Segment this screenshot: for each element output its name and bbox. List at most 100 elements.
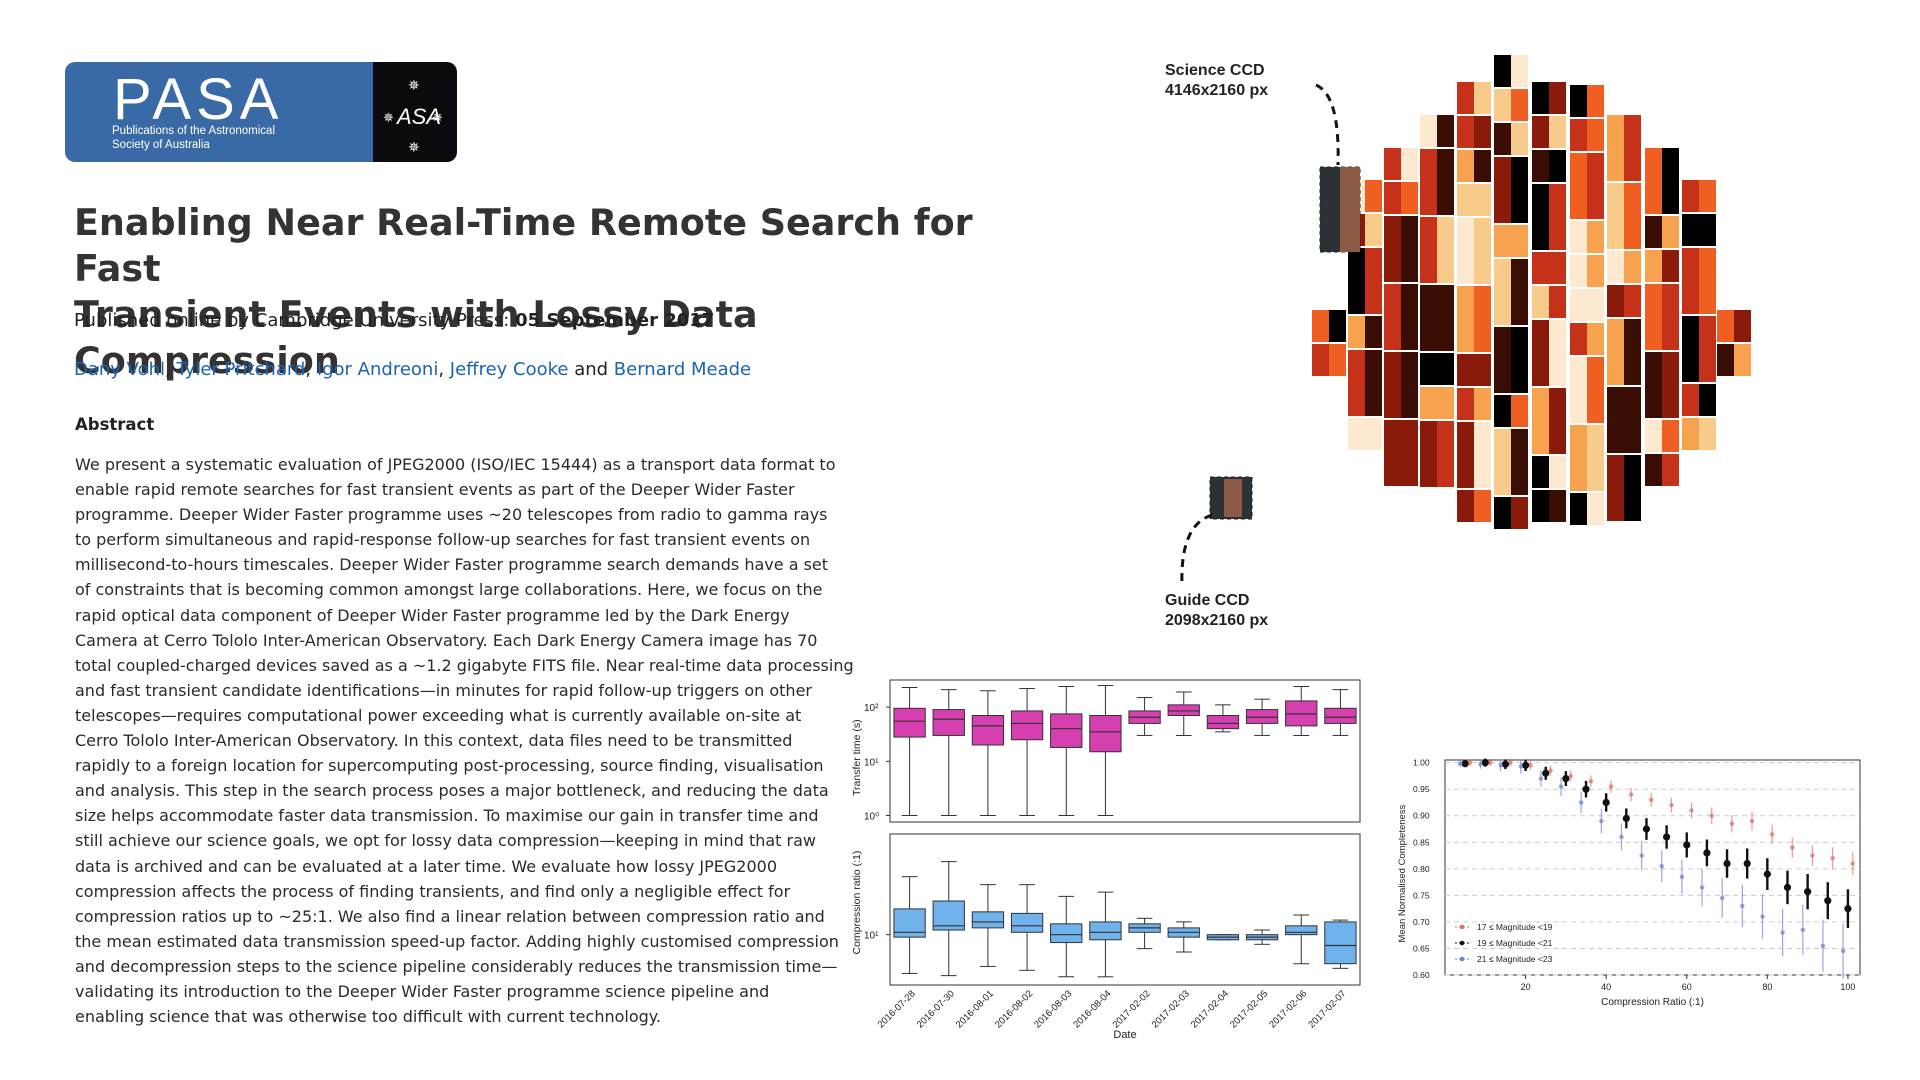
data-point <box>1578 800 1584 805</box>
ccd-half <box>1494 429 1511 495</box>
decam-ccd-layout-figure: Science CCD 4146x2160 px Guide CCD 2098x216… <box>1165 55 1751 629</box>
ccd-half <box>1420 421 1437 487</box>
abstract-line: telescopes—requires computational power … <box>75 705 802 725</box>
data-point <box>1562 774 1570 783</box>
abstract-line: size helps accommodate faster data trans… <box>75 806 819 826</box>
ccd-half <box>1457 116 1474 148</box>
ccd-half <box>1662 250 1679 282</box>
ccd-half <box>1570 255 1587 287</box>
data-point <box>1649 797 1654 803</box>
ccd-half <box>1365 248 1382 314</box>
ccd-half <box>1549 150 1566 182</box>
y-tick-label: 10⁰ <box>864 811 879 822</box>
legend-label: 17 ≤ Magnitude <19 <box>1477 922 1553 932</box>
ccd-half <box>1624 319 1641 385</box>
data-point <box>1810 853 1815 858</box>
logo-subtitle-line1: Publications of the Astronomical <box>112 125 276 137</box>
ccd-half <box>1624 115 1641 181</box>
ccd-half <box>1384 216 1401 282</box>
data-point <box>1528 763 1533 768</box>
ccd-half <box>1587 357 1604 423</box>
svg-text:✵: ✵ <box>383 110 394 125</box>
ccd-half <box>1570 153 1587 219</box>
ccd-half <box>1511 225 1528 257</box>
abstract-line: validating its introduction to the Deepe… <box>75 981 770 1001</box>
ccd-half <box>1734 344 1751 376</box>
author-list: Dany Vohl, Tyler Pritchard, Igor Andreon… <box>74 359 751 380</box>
ccd-half <box>1457 286 1474 352</box>
author-separator: , <box>165 359 177 380</box>
abstract-line: total coupled-charged devices saved as a… <box>75 655 854 675</box>
data-point <box>1703 849 1711 857</box>
abstract-line: of constraints that is becoming common a… <box>75 580 823 600</box>
author-link[interactable]: Tyler Pritchard <box>176 359 306 380</box>
data-point <box>1699 885 1705 890</box>
box <box>1089 921 1122 941</box>
ccd-half <box>1365 350 1382 416</box>
ccd-half <box>1384 182 1401 214</box>
logo-text-panel: PASA Publications of the Astronomical So… <box>65 62 373 162</box>
ccd-half <box>1570 357 1587 423</box>
ccd-half <box>1511 327 1528 393</box>
ccd-half <box>1549 82 1566 114</box>
ccd-half <box>1607 455 1624 521</box>
data-point <box>1850 861 1855 866</box>
ccd-half <box>1474 490 1491 522</box>
published-date: 05 September 2017 <box>515 310 715 331</box>
paper-title-line1: Enabling Near Real-Time Remote Search fo… <box>74 201 973 290</box>
paper-title-line2: Transient Events with Lossy Data Compres… <box>74 293 758 382</box>
ccd-half <box>1682 180 1699 212</box>
ccd-half <box>1607 183 1624 249</box>
data-point <box>1461 760 1469 768</box>
ccd-half <box>1699 248 1716 314</box>
ccd-half <box>1401 420 1418 486</box>
ccd-half <box>1437 285 1454 351</box>
ccd-half <box>1532 456 1549 488</box>
x-tick-label: 2017-02-06 <box>1267 988 1309 1030</box>
x-tick-label: 20 <box>1521 982 1531 992</box>
ccd-half <box>1474 150 1491 182</box>
ccd-half <box>1474 184 1491 216</box>
box <box>1285 925 1318 936</box>
box <box>1050 923 1083 944</box>
data-point <box>1729 821 1735 826</box>
box <box>1010 912 1044 933</box>
ccd-half <box>1549 184 1566 250</box>
ccd-half <box>1494 123 1511 155</box>
ccd-half <box>1607 387 1624 453</box>
ccd-half <box>1607 115 1624 181</box>
completeness-vs-compression-chart: 0.60 0.65 0.70 0.75 0.80 0.85 0.90 0.95 1.00 20 40… <box>1397 758 1861 1008</box>
data-point <box>1740 903 1745 909</box>
box <box>1324 707 1357 724</box>
abstract-line: to perform simultaneous and rapid-respon… <box>75 530 811 550</box>
ccd-half <box>1682 418 1699 450</box>
x-tick-label: 2016-08-03 <box>1032 988 1074 1030</box>
author-link[interactable]: Bernard Meade <box>613 359 752 380</box>
author-link[interactable]: Dany Vohl <box>74 359 166 380</box>
ccd-half <box>1570 85 1587 117</box>
ccd-half <box>1682 214 1699 246</box>
science-ccd-label: Science CCD <box>1165 62 1265 79</box>
ccd-half <box>1329 310 1346 342</box>
data-point <box>1720 895 1725 901</box>
y-tick-label: 0.85 <box>1413 837 1430 847</box>
ccd-half <box>1494 89 1511 121</box>
ccd-half <box>1384 420 1401 486</box>
legend-marker <box>1459 940 1465 946</box>
ccd-half <box>1457 490 1474 522</box>
data-point <box>1582 785 1590 793</box>
ccd-half <box>1587 493 1604 525</box>
data-point <box>1689 808 1694 813</box>
ccd-half <box>1437 149 1454 215</box>
y-tick-label: 0.95 <box>1413 784 1430 794</box>
published-prefix: Published online by Cambridge University… <box>74 310 516 331</box>
author-link[interactable]: Igor Andreoni <box>316 359 439 380</box>
guide-ccd-pointer <box>1180 513 1213 586</box>
box <box>1010 710 1044 741</box>
y-tick-label: 0.90 <box>1413 811 1430 821</box>
author-link[interactable]: Jeffrey Cooke <box>449 359 569 380</box>
ccd-half <box>1645 352 1662 418</box>
data-point <box>1599 818 1604 824</box>
data-point <box>1642 825 1651 833</box>
x-tick-label: 100 <box>1840 982 1855 992</box>
